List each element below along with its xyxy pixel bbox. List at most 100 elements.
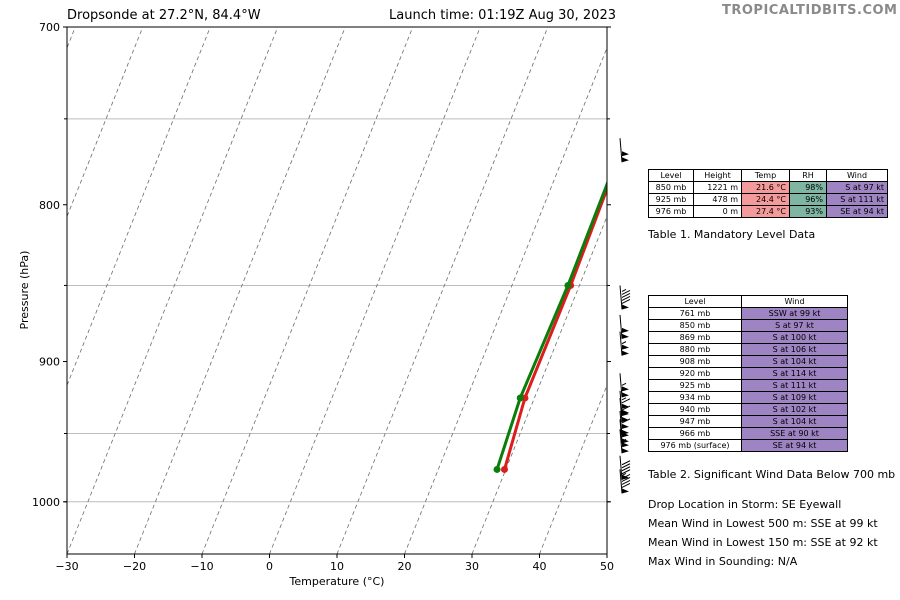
cell-wind: SE at 94 kt	[741, 439, 848, 452]
x-tick-label: 20	[398, 560, 412, 573]
chart-title: Dropsonde at 27.2°N, 84.4°W	[67, 8, 261, 23]
cell-wind: S at 97 kt	[741, 319, 848, 332]
table-row: 934 mb S at 109 kt	[648, 391, 848, 404]
cell-rh: 93%	[789, 205, 827, 218]
table-row: 966 mb SSE at 90 kt	[648, 427, 848, 440]
table-row: 976 mb (surface) SE at 94 kt	[648, 439, 848, 452]
cell-level: 761 mb	[648, 307, 742, 320]
cell-level: 850 mb	[648, 319, 742, 332]
x-tick-label: −20	[123, 560, 146, 573]
col-header-level: Level	[648, 295, 742, 308]
cell-level: 925 mb	[648, 193, 694, 206]
isotherm-line	[471, 215, 607, 554]
y-tick-label: 1000	[32, 496, 60, 509]
cell-level: 850 mb	[648, 181, 694, 194]
table-row: 976 mb 0 m 27.4 °C 93% SE at 94 kt	[648, 205, 888, 218]
cell-temp: 21.6 °C	[741, 181, 790, 194]
isotherm-line	[404, 46, 607, 554]
cell-level: 976 mb	[648, 205, 694, 218]
cell-wind: S at 104 kt	[741, 415, 848, 428]
isotherm-line	[67, 27, 144, 218]
isotherm-line	[0, 27, 8, 554]
cell-wind: S at 106 kt	[741, 343, 848, 356]
plot-frame	[66, 26, 608, 555]
col-header-level: Level	[648, 169, 694, 182]
cell-wind: SSW at 99 kt	[741, 307, 848, 320]
isotherm-line	[336, 27, 549, 554]
col-header-wind: Wind	[826, 169, 888, 182]
y-tick-label: 900	[39, 356, 60, 369]
isotherm-line	[67, 27, 211, 387]
launch-time: Launch time: 01:19Z Aug 30, 2023	[389, 8, 616, 23]
cell-wind: S at 109 kt	[741, 391, 848, 404]
isotherm-line	[67, 27, 76, 49]
temperature-line	[503, 184, 607, 470]
wind-barb	[619, 331, 629, 356]
cell-rh: 96%	[789, 193, 827, 206]
mandatory-level-table: Level Height Temp RH Wind 850 mb 1221 m 21…	[648, 169, 888, 218]
cell-level: 908 mb	[648, 355, 742, 368]
table-row: 940 mb S at 102 kt	[648, 403, 848, 416]
cell-level: 925 mb	[648, 379, 742, 392]
x-tick-label: 30	[465, 560, 479, 573]
wind-barb	[619, 285, 631, 310]
table-row: 925 mb 478 m 24.4 °C 96% S at 111 kt	[648, 193, 888, 206]
cell-level: 966 mb	[648, 427, 742, 440]
wind-barb	[619, 455, 631, 480]
cell-temp: 27.4 °C	[741, 205, 790, 218]
wind-barb	[619, 397, 631, 423]
x-tick-label: 40	[533, 560, 547, 573]
cell-wind: S at 100 kt	[741, 331, 848, 344]
temperature-point	[500, 465, 508, 473]
table-row: 880 mb S at 106 kt	[648, 343, 848, 356]
x-tick-label: −30	[55, 560, 78, 573]
table-row: 908 mb S at 104 kt	[648, 355, 848, 368]
cell-level: 869 mb	[648, 331, 742, 344]
table-row: 920 mb S at 114 kt	[648, 367, 848, 380]
wind-barb	[619, 469, 631, 494]
temperature-point	[623, 135, 630, 142]
isotherm-line	[201, 27, 414, 554]
table-row: 761 mb SSW at 99 kt	[648, 307, 848, 320]
cell-wind: S at 114 kt	[741, 367, 848, 380]
wind-barb	[619, 314, 629, 339]
wind-barb	[619, 373, 629, 398]
isotherm-line	[134, 27, 346, 554]
isotherm-line	[269, 27, 481, 554]
table1-caption: Table 1. Mandatory Level Data	[648, 228, 816, 241]
x-tick-label: −10	[190, 560, 213, 573]
cell-level: 920 mb	[648, 367, 742, 380]
cell-height: 478 m	[693, 193, 742, 206]
y-axis-label: Pressure (hPa)	[18, 251, 31, 330]
x-tick-label: 10	[330, 560, 344, 573]
dewpoint-point	[564, 281, 572, 289]
x-axis-label: Temperature (°C)	[289, 575, 385, 588]
isotherm-line	[67, 27, 279, 554]
dewpoint-line	[495, 180, 607, 470]
cell-wind: S at 111 kt	[741, 379, 848, 392]
table2-caption: Table 2. Significant Wind Data Below 700…	[648, 468, 896, 481]
significant-wind-table: Level Wind 761 mb SSW at 99 kt 850 mb S at …	[648, 295, 848, 452]
max-wind-text: Max Wind in Sounding: N/A	[648, 555, 798, 568]
cell-height: 0 m	[693, 205, 742, 218]
cell-wind: S at 102 kt	[741, 403, 848, 416]
x-tick-label: 0	[266, 560, 273, 573]
watermark-logo: TROPICALTIDBITS.COM	[722, 3, 898, 18]
mean-wind-500m-text: Mean Wind in Lowest 500 m: SSE at 99 kt	[648, 517, 878, 530]
mean-wind-150m-text: Mean Wind in Lowest 150 m: SSE at 92 kt	[648, 536, 878, 549]
cell-level: 947 mb	[648, 415, 742, 428]
drop-location-text: Drop Location in Storm: SE Eyewall	[648, 498, 842, 511]
col-header-temp: Temp	[741, 169, 790, 182]
y-tick-label: 700	[39, 21, 60, 34]
cell-wind: S at 97 kt	[826, 181, 888, 194]
cell-wind: S at 104 kt	[741, 355, 848, 368]
wind-barb	[619, 138, 629, 163]
cell-level: 940 mb	[648, 403, 742, 416]
cell-level: 976 mb (surface)	[648, 439, 742, 452]
col-header-wind: Wind	[741, 295, 848, 308]
col-header-rh: RH	[789, 169, 827, 182]
cell-wind: SSE at 90 kt	[741, 427, 848, 440]
dewpoint-point	[621, 135, 628, 142]
y-tick-label: 800	[39, 199, 60, 212]
